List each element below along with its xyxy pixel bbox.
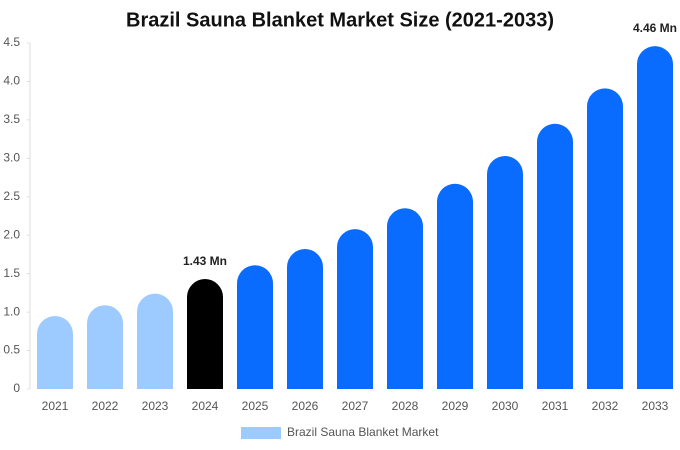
y-tick-label: 0: [13, 381, 20, 395]
y-tick-label: 4.5: [3, 35, 20, 49]
x-tick-label: 2032: [592, 399, 619, 413]
bar: [137, 293, 173, 389]
bar: [287, 249, 323, 389]
bar: [237, 265, 273, 389]
bar: [487, 156, 523, 389]
x-tick-label: 2033: [642, 399, 669, 413]
y-tick-label: 2.5: [3, 189, 20, 203]
value-label: 4.46 Mn: [633, 21, 677, 35]
bar: [537, 123, 573, 389]
bar: [187, 279, 223, 389]
x-tick-label: 2022: [92, 399, 119, 413]
bar: [437, 183, 473, 389]
y-tick-label: 1.5: [3, 266, 20, 280]
bar: [387, 208, 423, 389]
y-tick-label: 3.5: [3, 112, 20, 126]
x-tick-label: 2029: [442, 399, 469, 413]
bar: [337, 229, 373, 389]
x-tick-label: 2031: [542, 399, 569, 413]
x-tick-label: 2027: [342, 399, 369, 413]
x-tick-label: 2028: [392, 399, 419, 413]
y-tick-label: 4.0: [3, 74, 20, 88]
bar: [87, 305, 123, 389]
x-tick-label: 2030: [492, 399, 519, 413]
bar: [37, 315, 73, 389]
y-tick-label: 3.0: [3, 151, 20, 165]
y-tick-label: 0.5: [3, 343, 20, 357]
x-tick-label: 2023: [142, 399, 169, 413]
x-tick-label: 2021: [42, 399, 69, 413]
bar: [587, 88, 623, 389]
x-tick-label: 2024: [192, 399, 219, 413]
x-tick-label: 2026: [292, 399, 319, 413]
chart-title: Brazil Sauna Blanket Market Size (2021-2…: [126, 9, 554, 31]
y-tick-label: 2.0: [3, 227, 20, 241]
bar: [637, 46, 673, 389]
legend-label: Brazil Sauna Blanket Market: [287, 425, 439, 439]
x-tick-label: 2025: [242, 399, 269, 413]
legend-swatch: [241, 427, 281, 439]
y-tick-label: 1.0: [3, 304, 20, 318]
value-label: 1.43 Mn: [183, 254, 227, 268]
